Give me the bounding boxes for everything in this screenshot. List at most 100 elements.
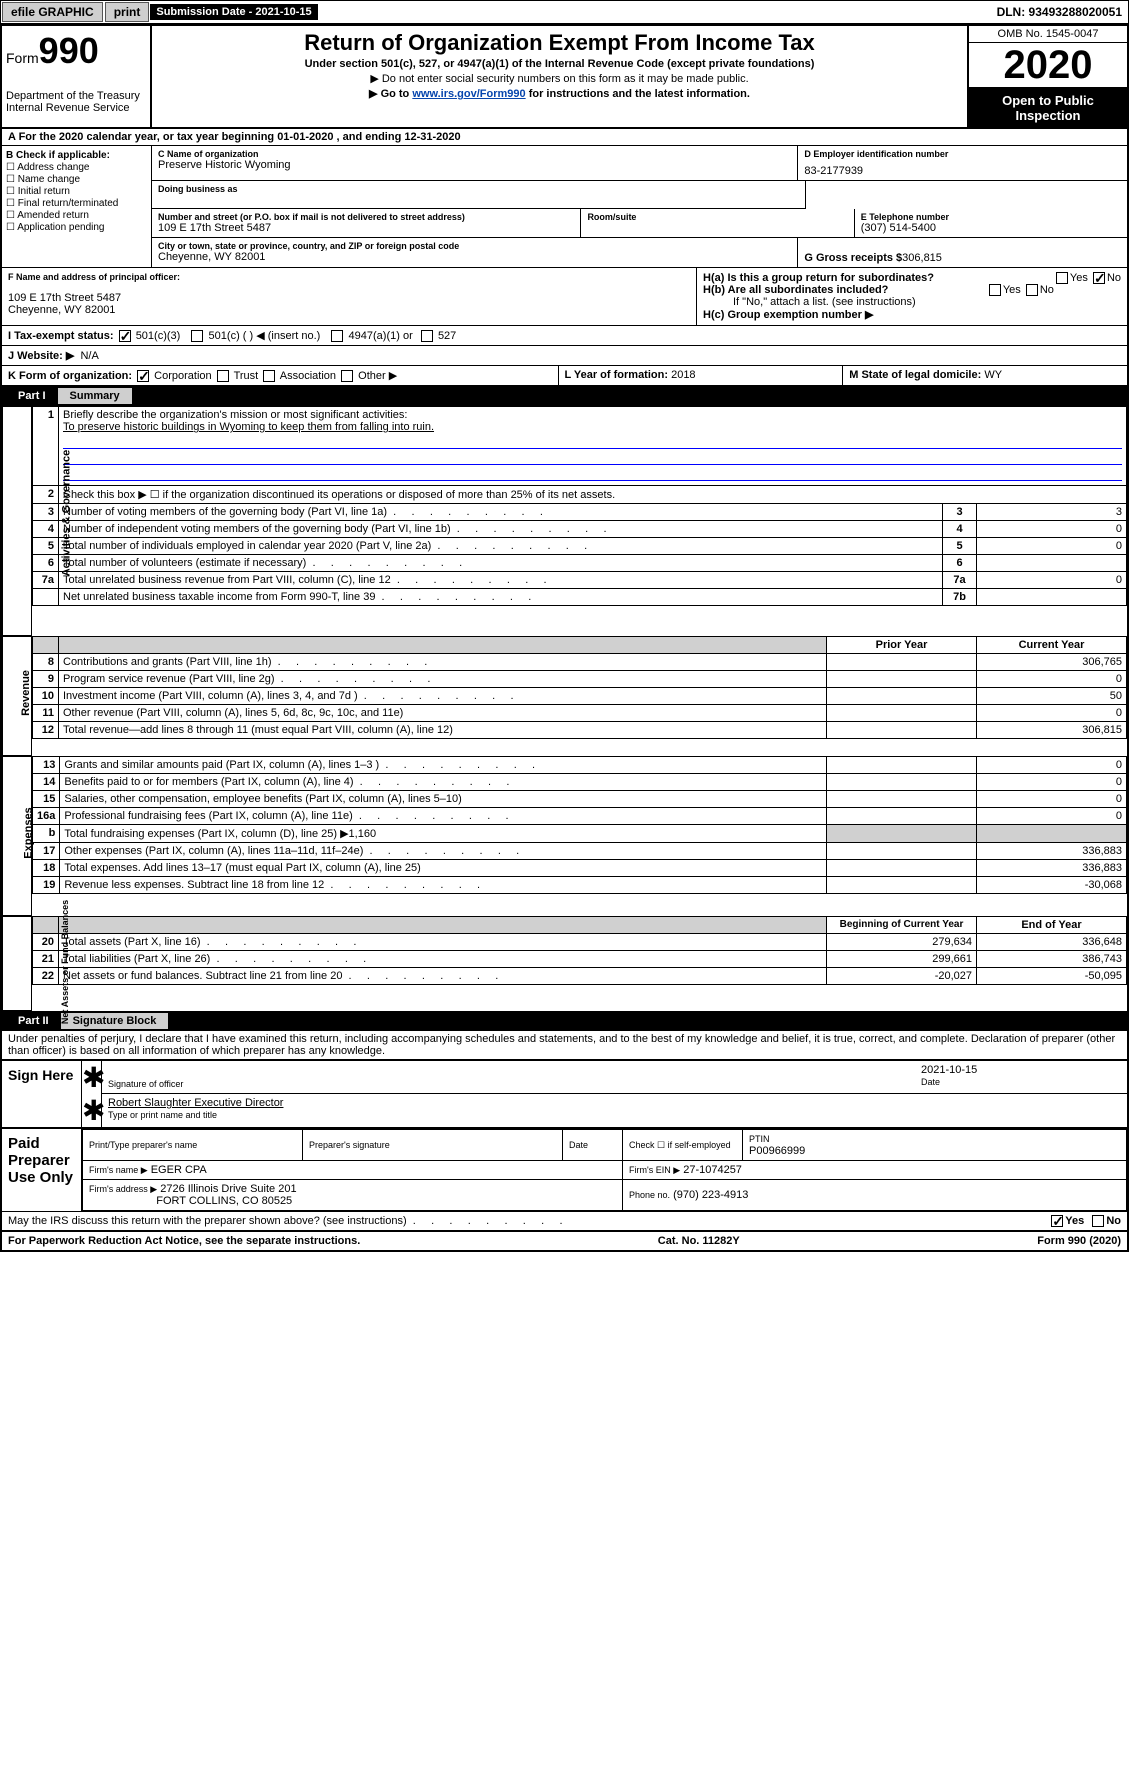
l21-prior: 299,661 xyxy=(827,951,977,968)
sig-date-value: 2021-10-15 xyxy=(921,1064,977,1076)
l3-text: Number of voting members of the governin… xyxy=(63,506,543,518)
l10-text: Investment income (Part VIII, column (A)… xyxy=(63,690,514,702)
section-expenses: Expenses xyxy=(2,756,32,916)
l20-text: Total assets (Part X, line 16) xyxy=(63,936,356,948)
chk-527[interactable] xyxy=(421,330,433,342)
hc-row: H(c) Group exemption number ▶ xyxy=(703,308,1121,321)
submission-date: Submission Date - 2021-10-15 xyxy=(150,4,317,20)
discuss-yes[interactable] xyxy=(1051,1215,1063,1227)
chk-501c[interactable] xyxy=(191,330,203,342)
l12-val: 306,815 xyxy=(977,722,1127,739)
l5-text: Total number of individuals employed in … xyxy=(63,540,587,552)
prep-name-label: Print/Type preparer's name xyxy=(89,1140,197,1150)
l22-text: Net assets or fund balances. Subtract li… xyxy=(63,970,498,982)
section-revenue: Revenue xyxy=(2,636,32,756)
ha-yes[interactable] xyxy=(1056,272,1068,284)
footer-mid: Cat. No. 11282Y xyxy=(658,1235,740,1247)
row-k: K Form of organization: Corporation Trus… xyxy=(2,366,559,385)
ein-value: 83-2177939 xyxy=(804,159,1121,177)
chk-final-return[interactable]: ☐ Final return/terminated xyxy=(6,198,147,209)
l21-val: 386,743 xyxy=(977,951,1127,968)
print-btn[interactable]: print xyxy=(105,2,150,22)
note-ssn: ▶ Do not enter social security numbers o… xyxy=(156,72,963,85)
l17-val: 336,883 xyxy=(977,843,1127,860)
firm-addr1: 2726 Illinois Drive Suite 201 xyxy=(160,1183,296,1195)
l7a-text: Total unrelated business revenue from Pa… xyxy=(63,574,547,586)
chk-other[interactable] xyxy=(341,370,353,382)
discuss-no[interactable] xyxy=(1092,1215,1104,1227)
l15-text: Salaries, other compensation, employee b… xyxy=(64,793,461,805)
firm-phone: (970) 223-4913 xyxy=(673,1189,748,1201)
l15-val: 0 xyxy=(977,791,1127,808)
gross-receipts-value: 306,815 xyxy=(902,252,942,264)
note-goto: ▶ Go to www.irs.gov/Form990 for instruct… xyxy=(156,87,963,100)
firm-phone-label: Phone no. xyxy=(629,1190,670,1200)
chk-amended[interactable]: ☐ Amended return xyxy=(6,210,147,221)
l13-val: 0 xyxy=(977,757,1127,774)
chk-address-change[interactable]: ☐ Address change xyxy=(6,162,147,173)
officer-addr1: 109 E 17th Street 5487 xyxy=(8,292,690,304)
chk-app-pending[interactable]: ☐ Application pending xyxy=(6,222,147,233)
l12-text: Total revenue—add lines 8 through 11 (mu… xyxy=(63,724,453,736)
hb-no[interactable] xyxy=(1026,284,1038,296)
row-j: J Website: ▶ N/A xyxy=(2,346,1127,366)
chk-trust[interactable] xyxy=(217,370,229,382)
gross-receipts-label: G Gross receipts $ xyxy=(804,252,902,264)
firm-name: EGER CPA xyxy=(151,1164,207,1176)
ha-row: H(a) Is this a group return for subordin… xyxy=(703,272,1121,284)
l16a-val: 0 xyxy=(977,808,1127,825)
l7a-val: 0 xyxy=(977,572,1127,589)
form-990: Form990 Department of the Treasury Inter… xyxy=(0,24,1129,1252)
street-value: 109 E 17th Street 5487 xyxy=(158,222,574,234)
dba-label: Doing business as xyxy=(158,184,799,194)
row-i: I Tax-exempt status: 501(c)(3) 501(c) ( … xyxy=(2,326,1127,346)
form-subtitle: Under section 501(c), 527, or 4947(a)(1)… xyxy=(156,58,963,70)
hb-yes[interactable] xyxy=(989,284,1001,296)
ha-no[interactable] xyxy=(1093,272,1105,284)
chk-4947[interactable] xyxy=(331,330,343,342)
l6-text: Total number of volunteers (estimate if … xyxy=(63,557,462,569)
firm-addr-label: Firm's address ▶ xyxy=(89,1184,157,1194)
section-activities: Activities & Governance xyxy=(2,406,32,636)
l16a-text: Professional fundraising fees (Part IX, … xyxy=(64,810,508,822)
hb-row: H(b) Are all subordinates included? Yes … xyxy=(703,284,1121,296)
l20-val: 336,648 xyxy=(977,934,1127,951)
l14-text: Benefits paid to or for members (Part IX… xyxy=(64,776,509,788)
firm-ein: 27-1074257 xyxy=(683,1164,742,1176)
org-name: Preserve Historic Wyoming xyxy=(158,159,791,171)
efile-btn[interactable]: efile GRAPHIC xyxy=(2,2,103,22)
l2: Check this box ▶ ☐ if the organization d… xyxy=(59,486,1127,504)
topbar: efile GRAPHIC print Submission Date - 20… xyxy=(0,0,1129,24)
l19-text: Revenue less expenses. Subtract line 18 … xyxy=(64,879,480,891)
col-current: Current Year xyxy=(977,637,1127,654)
l11-text: Other revenue (Part VIII, column (A), li… xyxy=(63,707,403,719)
l16b-text: Total fundraising expenses (Part IX, col… xyxy=(64,828,376,840)
col-b-title: B Check if applicable: xyxy=(6,150,147,161)
part2-header: Part II Signature Block xyxy=(2,1011,1127,1031)
chk-name-change[interactable]: ☐ Name change xyxy=(6,174,147,185)
officer-addr2: Cheyenne, WY 82001 xyxy=(8,304,690,316)
l8-val: 306,765 xyxy=(977,654,1127,671)
officer-label: F Name and address of principal officer: xyxy=(8,272,690,282)
l1-label: Briefly describe the organization's miss… xyxy=(63,409,407,421)
hb-note: If "No," attach a list. (see instruction… xyxy=(703,296,1121,308)
l7b-text: Net unrelated business taxable income fr… xyxy=(63,591,531,603)
irs-link[interactable]: www.irs.gov/Form990 xyxy=(412,88,525,100)
sig-date-label: Date xyxy=(921,1077,940,1087)
l1-value: To preserve historic buildings in Wyomin… xyxy=(63,421,434,433)
ptin-label: PTIN xyxy=(749,1134,770,1144)
officer-name-label: Type or print name and title xyxy=(108,1110,217,1120)
chk-initial-return[interactable]: ☐ Initial return xyxy=(6,186,147,197)
paid-preparer-label: Paid Preparer Use Only xyxy=(2,1129,82,1211)
omb-number: OMB No. 1545-0047 xyxy=(969,26,1127,43)
row-a-tax-year: A For the 2020 calendar year, or tax yea… xyxy=(2,129,1127,146)
perjury-text: Under penalties of perjury, I declare th… xyxy=(2,1031,1127,1059)
firm-addr2: FORT COLLINS, CO 80525 xyxy=(156,1195,292,1207)
l7b-val xyxy=(977,589,1127,606)
row-m: M State of legal domicile: WY xyxy=(843,366,1127,385)
chk-501c3[interactable] xyxy=(119,330,131,342)
chk-assoc[interactable] xyxy=(263,370,275,382)
l17-text: Other expenses (Part IX, column (A), lin… xyxy=(64,845,519,857)
chk-corp[interactable] xyxy=(137,370,149,382)
l10-val: 50 xyxy=(977,688,1127,705)
